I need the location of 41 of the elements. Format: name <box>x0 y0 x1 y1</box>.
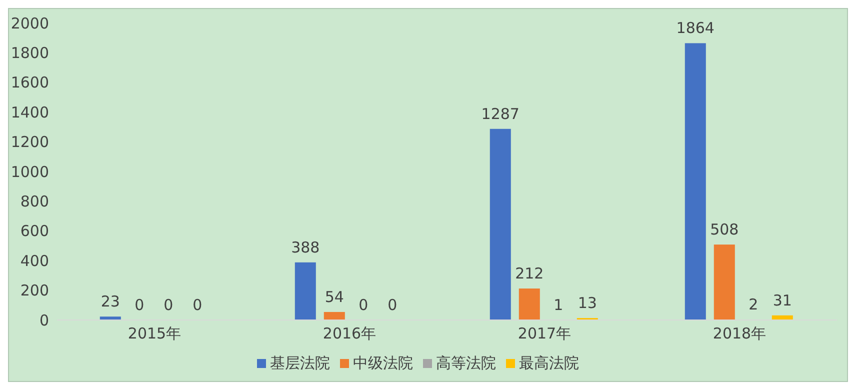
bar <box>490 128 511 320</box>
bar <box>684 43 706 320</box>
data-label: 1287 <box>481 104 520 123</box>
y-tick-label: 1800 <box>10 44 49 62</box>
data-label: 212 <box>515 264 544 283</box>
x-tick-label: 2016年 <box>322 324 376 343</box>
legend-label: 高等法院 <box>436 354 496 372</box>
data-label: 0 <box>358 296 368 314</box>
bar <box>714 244 735 320</box>
data-label: 31 <box>772 291 792 310</box>
data-label: 0 <box>164 296 174 314</box>
data-label: 1 <box>554 296 564 314</box>
y-tick-label: 200 <box>20 282 49 300</box>
data-label: 54 <box>324 288 344 306</box>
data-label: 508 <box>710 220 739 239</box>
y-tick-label: 2000 <box>10 14 49 32</box>
data-label: 13 <box>578 294 597 312</box>
data-label: 23 <box>100 292 120 311</box>
x-tick-label: 2017年 <box>518 324 572 343</box>
y-tick-label: 1400 <box>10 103 49 122</box>
legend-label: 最高法院 <box>519 354 579 372</box>
data-label: 0 <box>192 296 202 314</box>
bar <box>324 312 345 320</box>
data-label: 0 <box>134 296 144 314</box>
data-label: 0 <box>388 296 398 314</box>
y-tick-label: 0 <box>39 311 49 330</box>
x-tick-label: 2015年 <box>128 324 182 343</box>
y-tick-label: 400 <box>20 252 49 270</box>
bar <box>518 288 540 320</box>
legend-label: 中级法院 <box>353 354 413 372</box>
bar <box>294 262 316 320</box>
y-tick-label: 800 <box>20 192 49 211</box>
data-label: 388 <box>291 238 320 256</box>
x-tick-label: 2018年 <box>712 324 766 343</box>
y-tick-label: 1000 <box>10 162 49 181</box>
legend-label: 基层法院 <box>270 354 330 372</box>
y-tick-label: 1600 <box>10 74 49 92</box>
y-tick-label: 1200 <box>10 133 49 152</box>
y-tick-label: 600 <box>20 222 49 240</box>
data-label: 1864 <box>676 19 714 38</box>
data-label: 2 <box>748 296 758 314</box>
